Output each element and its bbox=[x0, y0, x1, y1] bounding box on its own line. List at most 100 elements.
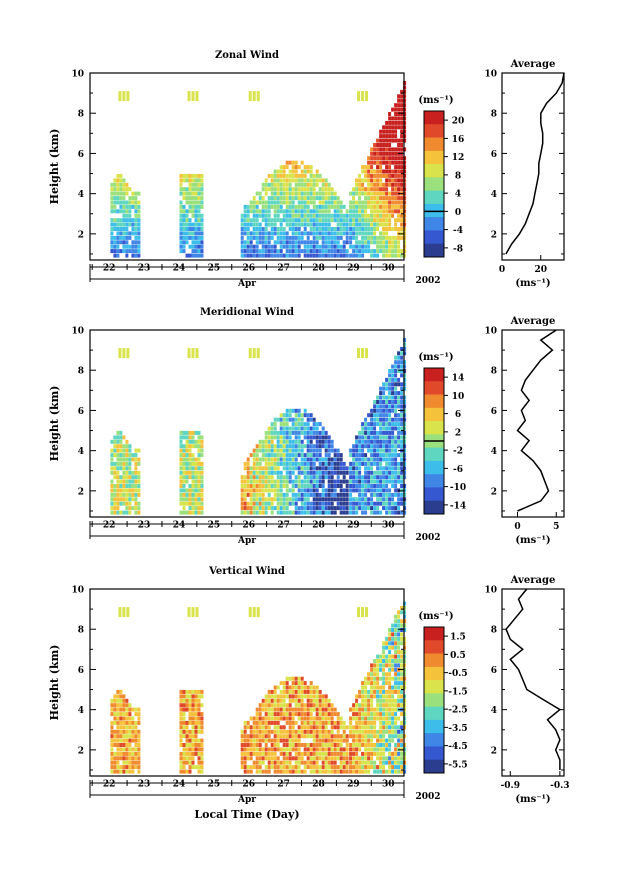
year-label: 2002 bbox=[415, 276, 440, 286]
colorbar-segment bbox=[424, 673, 444, 681]
average-y-tick-label: 10 bbox=[484, 327, 497, 337]
x-tick-label: 23 bbox=[138, 780, 151, 790]
y-tick-label: 2 bbox=[78, 487, 84, 497]
colorbar-segment bbox=[424, 507, 444, 515]
colorbar-segment bbox=[424, 680, 444, 688]
colorbar-segment bbox=[424, 203, 444, 212]
plot-frame bbox=[89, 329, 405, 518]
colorbar-tick-label: -3.5 bbox=[448, 724, 467, 734]
colorbar-segment bbox=[424, 407, 444, 415]
average-profile-line bbox=[505, 588, 562, 770]
average-y-tick-label: 8 bbox=[491, 367, 497, 377]
average-profile-line bbox=[516, 329, 557, 512]
colorbar-segment bbox=[424, 150, 444, 158]
colorbar-tick-label: -14 bbox=[450, 501, 466, 511]
y-tick-label: 6 bbox=[78, 150, 84, 160]
y-tick-label: 6 bbox=[78, 407, 84, 417]
colorbar-segment bbox=[424, 130, 444, 139]
year-label: 2002 bbox=[415, 792, 440, 802]
y-tick-label: 4 bbox=[78, 447, 84, 457]
average-x-tick-label: -0.3 bbox=[550, 781, 569, 791]
colorbar-segment bbox=[424, 753, 444, 761]
average-y-tick-label: 10 bbox=[484, 70, 497, 80]
colorbar-segment bbox=[424, 401, 444, 409]
colorbar-tick-label: -0.5 bbox=[448, 669, 467, 679]
colorbar-segment bbox=[424, 494, 444, 502]
colorbar-tick-label: 16 bbox=[452, 135, 465, 145]
average-profile: Average 2 4 6 8 10 0 20 (ms⁻¹) bbox=[484, 59, 565, 289]
x-tick-label: 30 bbox=[382, 264, 395, 274]
colorbar-segment bbox=[424, 230, 444, 238]
colorbar-segment bbox=[424, 726, 444, 734]
colorbar-segment bbox=[424, 653, 444, 661]
average-y-tick-label: 6 bbox=[491, 407, 497, 417]
colorbar-tick-label: -6 bbox=[453, 465, 463, 475]
colorbar-segment bbox=[424, 137, 444, 145]
colorbar-tick-label: 10 bbox=[452, 392, 465, 402]
colorbar-segment bbox=[424, 646, 444, 655]
average-x-tick-label: 5 bbox=[553, 522, 559, 532]
colorbar-segment bbox=[424, 434, 444, 442]
colorbar-tick-label: -10 bbox=[450, 483, 466, 493]
colorbar-tick-label: -4.5 bbox=[448, 742, 467, 752]
colorbar-segment bbox=[424, 686, 444, 694]
colorbar-segment bbox=[424, 713, 444, 721]
average-frame bbox=[501, 588, 565, 777]
chart-title: Vertical Wind bbox=[208, 566, 285, 577]
colorbar-segment bbox=[424, 223, 444, 231]
colorbar-segment bbox=[424, 441, 444, 449]
colorbar-segment bbox=[424, 124, 444, 132]
average-y-tick-label: 8 bbox=[491, 110, 497, 120]
colorbar-segment bbox=[424, 454, 444, 462]
x-tick-label: 25 bbox=[208, 264, 221, 274]
colorbar-segment bbox=[424, 487, 444, 495]
x-tick-label: 25 bbox=[208, 780, 221, 790]
month-label: Apr bbox=[237, 795, 256, 805]
average-y-tick-label: 10 bbox=[484, 586, 497, 596]
y-tick-label: 10 bbox=[71, 327, 84, 337]
plot-frame bbox=[89, 72, 405, 261]
colorbar-segment bbox=[424, 170, 444, 178]
colorbar-segment bbox=[424, 374, 444, 382]
colorbar-segment bbox=[424, 640, 444, 648]
x-tick-label: 28 bbox=[312, 780, 325, 790]
x-tick-label: 26 bbox=[242, 264, 255, 274]
colorbar-tick-label: 6 bbox=[455, 410, 461, 420]
average-y-tick-label: 4 bbox=[491, 190, 497, 200]
average-title: Average bbox=[510, 316, 556, 327]
average-x-label: (ms⁻¹) bbox=[515, 535, 550, 546]
colorbar-segment bbox=[424, 250, 444, 258]
colorbar-frame bbox=[423, 110, 445, 258]
colorbar-frame bbox=[423, 626, 445, 774]
colorbar-tick-label: 20 bbox=[452, 117, 465, 127]
colorbar-segment bbox=[424, 739, 444, 747]
colorbar-segment bbox=[424, 111, 444, 119]
average-profile-line bbox=[505, 72, 565, 255]
colorbar-segment bbox=[424, 633, 444, 641]
average-x-label: (ms⁻¹) bbox=[515, 794, 550, 805]
average-y-tick-label: 6 bbox=[491, 150, 497, 160]
average-x-tick-label: -0.9 bbox=[501, 781, 520, 791]
average-y-tick-label: 2 bbox=[491, 746, 497, 756]
colorbar-segment bbox=[424, 368, 444, 376]
average-y-tick-label: 2 bbox=[491, 230, 497, 240]
average-title: Average bbox=[510, 59, 556, 70]
average-x-label: (ms⁻¹) bbox=[515, 278, 550, 289]
colorbar-segment bbox=[424, 660, 444, 668]
x-tick-label: 24 bbox=[173, 264, 186, 274]
colorbar-segment bbox=[424, 759, 444, 767]
colorbar-segment bbox=[424, 467, 444, 475]
average-frame bbox=[501, 329, 565, 518]
colorbar-segment bbox=[424, 447, 444, 455]
x-tick-label: 23 bbox=[138, 521, 151, 531]
x-tick-label: 26 bbox=[242, 521, 255, 531]
y-tick-label: 4 bbox=[78, 190, 84, 200]
colorbar-segment bbox=[424, 184, 444, 192]
x-tick-label: 30 bbox=[382, 780, 395, 790]
x-tick-label: 24 bbox=[173, 521, 186, 531]
colorbar-tick-label: 2 bbox=[455, 428, 461, 438]
y-tick-label: 8 bbox=[78, 367, 84, 377]
